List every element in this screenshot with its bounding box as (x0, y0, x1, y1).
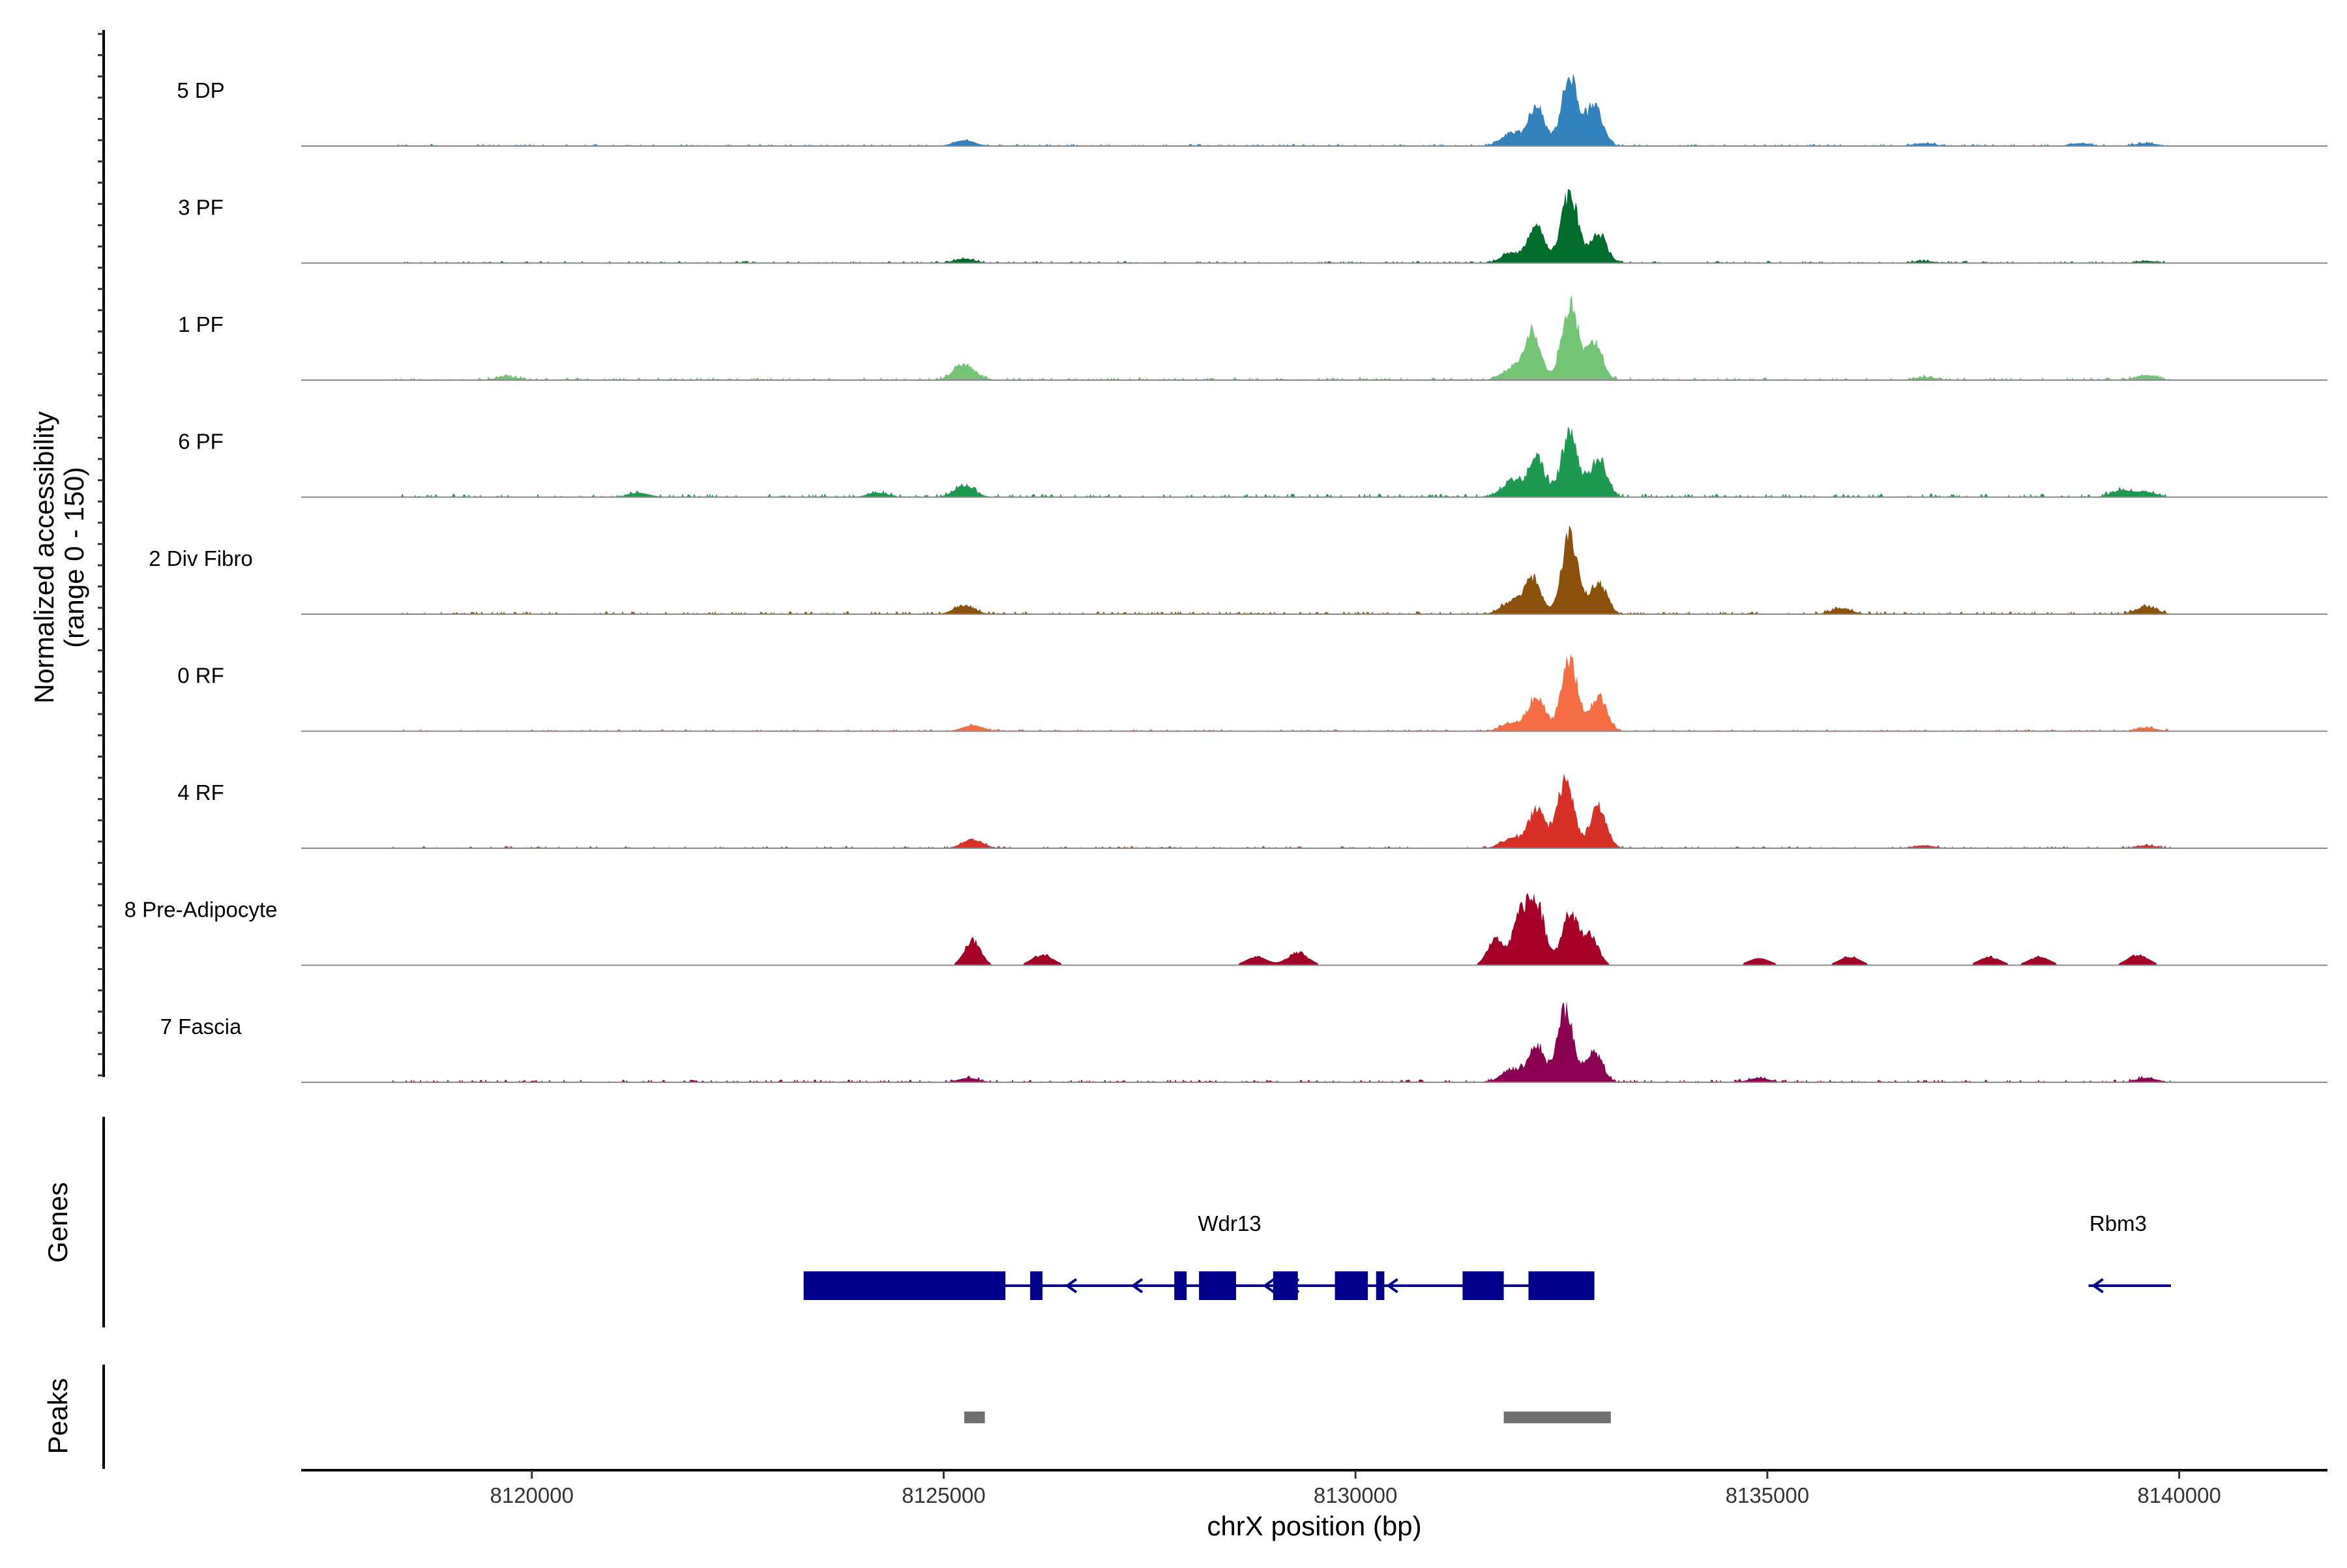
coverage-area (392, 73, 2171, 146)
peaks-panel-title: Peaks (42, 1378, 73, 1455)
track-label: 4 RF (177, 780, 224, 805)
track-8-pre-adipocyte: 8 Pre-Adipocyte (125, 893, 2327, 966)
exon (1376, 1271, 1385, 1300)
track-3-pf: 3 PF (178, 189, 2327, 264)
track-label: 5 DP (177, 78, 224, 102)
gene-wdr13: Wdr13 (803, 1211, 1595, 1300)
exon (1273, 1271, 1298, 1300)
coverage-area (392, 189, 2171, 263)
coverage-area (392, 525, 2171, 614)
y-axis-range: (range 0 - 150) (59, 467, 89, 648)
y-axis-title: Normalized accessibility (29, 411, 59, 703)
track-label: 6 PF (178, 430, 224, 454)
x-axis-title: chrX position (bp) (1207, 1511, 1421, 1541)
genes-panel-title: Genes (42, 1182, 73, 1263)
coverage-area (392, 426, 2171, 497)
coverage-area (392, 653, 2171, 732)
track-5-dp: 5 DP (177, 73, 2327, 147)
exon (1528, 1271, 1595, 1300)
coverage-area (392, 1001, 2171, 1082)
track-7-fascia: 7 Fascia (160, 1001, 2327, 1083)
exon (1199, 1271, 1236, 1300)
strand-arrow (2091, 1278, 2104, 1294)
y-axis-ticks (98, 33, 104, 1076)
coverage-area (392, 893, 2171, 966)
exon (1462, 1271, 1504, 1300)
peak-region (964, 1412, 985, 1423)
exon (1335, 1271, 1368, 1300)
gene-rbm3: Rbm3 (2088, 1211, 2171, 1294)
gene-label: Wdr13 (1198, 1211, 1261, 1235)
track-1-pf: 1 PF (178, 295, 2327, 381)
x-tick-label: 8125000 (902, 1483, 985, 1507)
coverage-area (392, 295, 2171, 380)
peak-regions (964, 1412, 1611, 1423)
x-tick-label: 8135000 (1726, 1483, 1809, 1507)
coverage-area (392, 773, 2171, 848)
strand-arrow (1130, 1278, 1144, 1294)
track-label: 7 Fascia (160, 1014, 242, 1039)
track-2-div-fibro: 2 Div Fibro (149, 525, 2327, 615)
x-tick-label: 8120000 (490, 1483, 574, 1507)
x-axis-ticks: 8120000 8125000 8130000 8135000 8140000 (490, 1470, 2221, 1507)
coverage-tracks: 5 DP 3 PF 1 PF 6 PF 2 Div Fibro 0 RF 4 RF 8 Pre… (125, 73, 2327, 1083)
track-4-rf: 4 RF (177, 773, 2327, 849)
x-tick-label: 8130000 (1314, 1483, 1397, 1507)
gene-annotations: Wdr13 Rbm3 (803, 1211, 2171, 1300)
strand-arrow (1386, 1278, 1398, 1294)
track-label: 8 Pre-Adipocyte (125, 898, 278, 922)
track-6-pf: 6 PF (178, 426, 2327, 498)
track-0-rf: 0 RF (177, 653, 2327, 732)
track-label: 1 PF (178, 312, 224, 336)
strand-arrow (1460, 1278, 1473, 1294)
exon (1030, 1271, 1043, 1300)
strand-arrow (1065, 1278, 1078, 1294)
track-label: 2 Div Fibro (149, 546, 253, 570)
track-label: 0 RF (177, 664, 224, 688)
strand-arrow (1287, 1278, 1300, 1294)
track-label: 3 PF (178, 196, 224, 220)
peak-region (1503, 1412, 1611, 1423)
strand-arrow (1262, 1278, 1275, 1294)
gene-label: Rbm3 (2089, 1211, 2147, 1235)
exon (1174, 1271, 1187, 1300)
x-tick-label: 8140000 (2137, 1483, 2221, 1507)
exon (803, 1271, 1006, 1300)
